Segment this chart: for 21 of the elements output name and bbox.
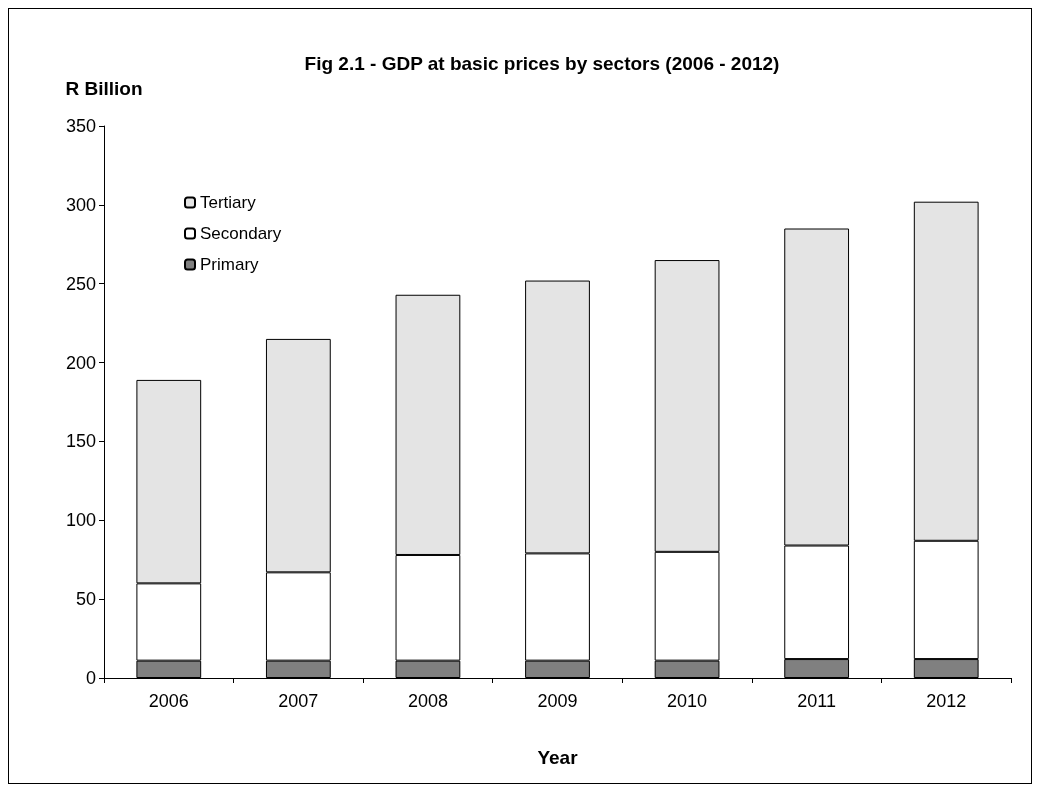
- y-tick-label: 100: [65, 510, 96, 531]
- y-tick-label: 50: [75, 589, 96, 610]
- y-tick-label: 0: [85, 668, 96, 688]
- y-tick-label: 300: [65, 194, 96, 215]
- x-axis-title: Year: [537, 747, 579, 768]
- x-tick-label: 2006: [148, 691, 189, 711]
- x-tick-label: 2007: [278, 691, 319, 711]
- x-tick-label: 2008: [407, 691, 448, 711]
- legend-label: Secondary: [200, 224, 282, 243]
- y-tick-label: 250: [65, 273, 96, 294]
- y-tick-label: 200: [65, 352, 96, 373]
- chart-title: Fig 2.1 - GDP at basic prices by sectors (2006 - 2012): [304, 53, 780, 74]
- x-tick-label: 2010: [667, 691, 708, 711]
- y-axis-title: R Billion: [65, 78, 143, 99]
- x-tick-label: 2009: [537, 691, 578, 711]
- y-tick-label: 150: [65, 431, 96, 452]
- x-tick-label: 2012: [926, 691, 967, 711]
- x-tick-label: 2011: [797, 691, 836, 711]
- legend-label: Tertiary: [200, 193, 257, 212]
- y-tick-label: 350: [65, 116, 96, 136]
- legend-label: Primary: [200, 255, 260, 274]
